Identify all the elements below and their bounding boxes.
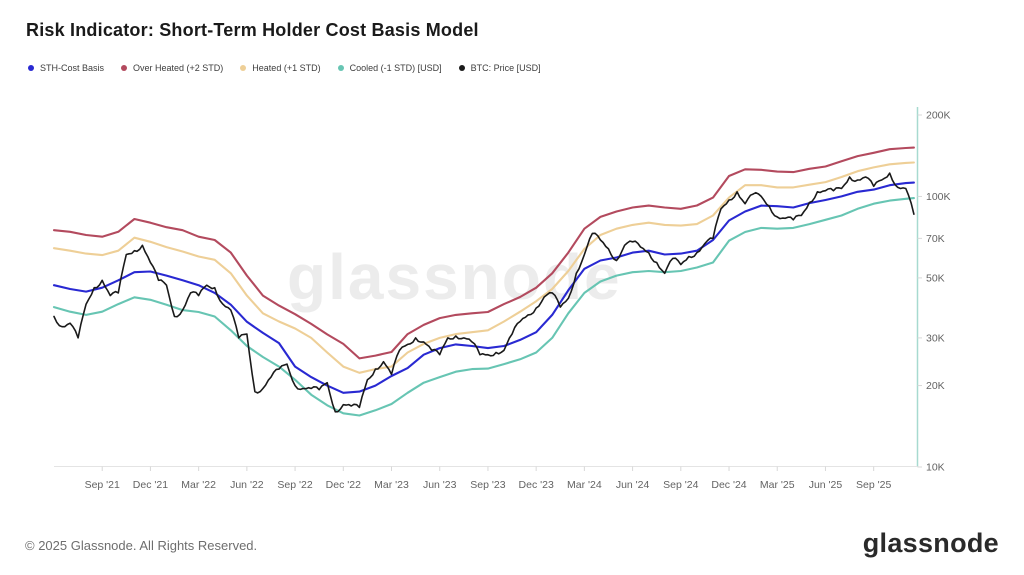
x-tick-label: Sep '21 [85, 479, 120, 491]
x-tick-label: Jun '25 [809, 479, 843, 491]
glassnode-logo[interactable]: glassnode [862, 528, 999, 558]
x-tick-label: Mar '22 [181, 479, 216, 491]
legend-dot-icon [121, 65, 128, 71]
legend-item-over-heated[interactable]: Over Heated (+2 STD) [121, 63, 223, 73]
x-tick-label: Sep '25 [856, 479, 891, 491]
x-tick-label: Sep '23 [470, 479, 505, 491]
series-line-sth-cost-basis [52, 181, 915, 394]
y-tick-label: 10K [926, 462, 945, 474]
x-tick-label: Mar '23 [374, 479, 409, 491]
x-tick-label: Dec '21 [133, 479, 168, 491]
x-tick-label: Jun '24 [616, 479, 650, 491]
y-tick-label: 100K [926, 191, 951, 203]
legend-label: Cooled (-1 STD) [USD] [349, 63, 442, 73]
legend-item-heated[interactable]: Heated (+1 STD) [240, 63, 321, 73]
series-line-cooled-1-std-usd [52, 197, 915, 417]
series-line-btc-price-usd [53, 172, 915, 413]
legend-item-cooled[interactable]: Cooled (-1 STD) [USD] [337, 63, 442, 73]
legend-label: BTC: Price [USD] [470, 63, 541, 73]
x-tick-label: Dec '23 [519, 479, 554, 491]
x-tick-label: Sep '22 [277, 479, 312, 491]
legend-dot-icon [458, 65, 465, 71]
legend-dot-icon [28, 65, 34, 71]
chart-legend: STH-Cost Basis Over Heated (+2 STD) Heat… [28, 63, 541, 73]
legend-label: Over Heated (+2 STD) [133, 63, 224, 73]
legend-item-btc-price[interactable]: BTC: Price [USD] [458, 63, 541, 73]
legend-dot-icon [337, 65, 344, 71]
copyright-text: © 2025 Glassnode. All Rights Reserved. [25, 538, 258, 553]
y-tick-label: 70K [926, 233, 945, 245]
y-tick-label: 50K [926, 272, 945, 284]
y-tick-label: 20K [926, 380, 945, 392]
y-tick-label: 30K [926, 332, 945, 344]
y-tick-label: 200K [926, 110, 951, 122]
series-line-heated-1-std [52, 161, 915, 374]
legend-dot-icon [240, 65, 247, 71]
page-title: Risk Indicator: Short-Term Holder Cost B… [26, 20, 479, 40]
x-tick-label: Mar '25 [760, 479, 795, 491]
legend-label: STH-Cost Basis [40, 63, 105, 73]
x-tick-label: Mar '24 [567, 479, 602, 491]
legend-label: Heated (+1 STD) [252, 63, 321, 73]
x-tick-label: Jun '23 [423, 479, 457, 491]
x-tick-label: Dec '24 [711, 479, 746, 491]
x-tick-label: Dec '22 [326, 479, 361, 491]
legend-item-sth-cost-basis[interactable]: STH-Cost Basis [28, 63, 104, 73]
x-tick-label: Sep '24 [663, 479, 698, 491]
x-tick-label: Jun '22 [230, 479, 264, 491]
series-line-over-heated-2-std [52, 146, 915, 360]
